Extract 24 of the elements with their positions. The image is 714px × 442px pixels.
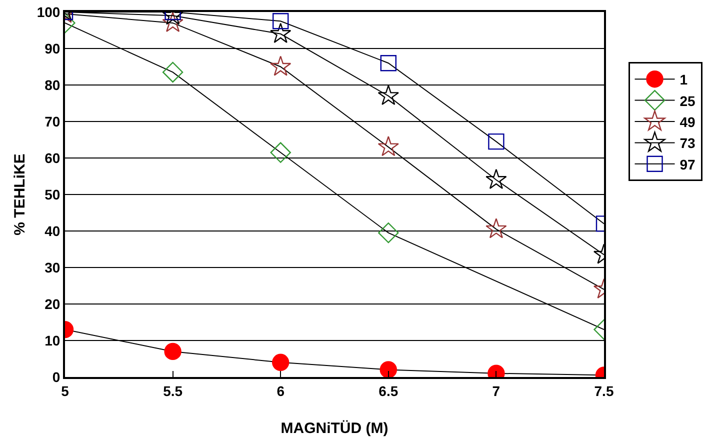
y-tick-label: 70 <box>44 113 60 130</box>
x-axis-title: MAGNiTÜD (M) <box>280 420 388 437</box>
legend-label: 97 <box>680 156 696 172</box>
y-tick-label: 60 <box>44 150 60 166</box>
legend-label: 1 <box>680 72 688 88</box>
x-tick-label: 7.5 <box>594 382 614 399</box>
y-tick-label: 0 <box>52 368 60 385</box>
x-tick-label: 7 <box>492 382 500 399</box>
x-tick-label: 6 <box>276 382 285 399</box>
y-tick-label: 50 <box>44 186 60 202</box>
y-tick-label: 40 <box>44 222 60 239</box>
y-tick-label: 90 <box>44 40 60 56</box>
legend-label: 73 <box>680 135 696 152</box>
y-tick-label: 80 <box>44 76 60 93</box>
y-axis-title: % TEHLiKE <box>12 154 29 236</box>
y-tick-label: 10 <box>44 332 60 348</box>
x-tick-label: 5 <box>61 382 70 399</box>
x-tick-label: 6.5 <box>378 382 398 399</box>
y-tick-label: 20 <box>44 296 60 312</box>
y-tick-label: 100 <box>36 4 60 20</box>
legend-label: 25 <box>680 92 696 109</box>
legend-label: 49 <box>680 114 696 130</box>
y-tick-label: 30 <box>44 259 60 276</box>
x-tick-label: 5.5 <box>163 382 183 399</box>
